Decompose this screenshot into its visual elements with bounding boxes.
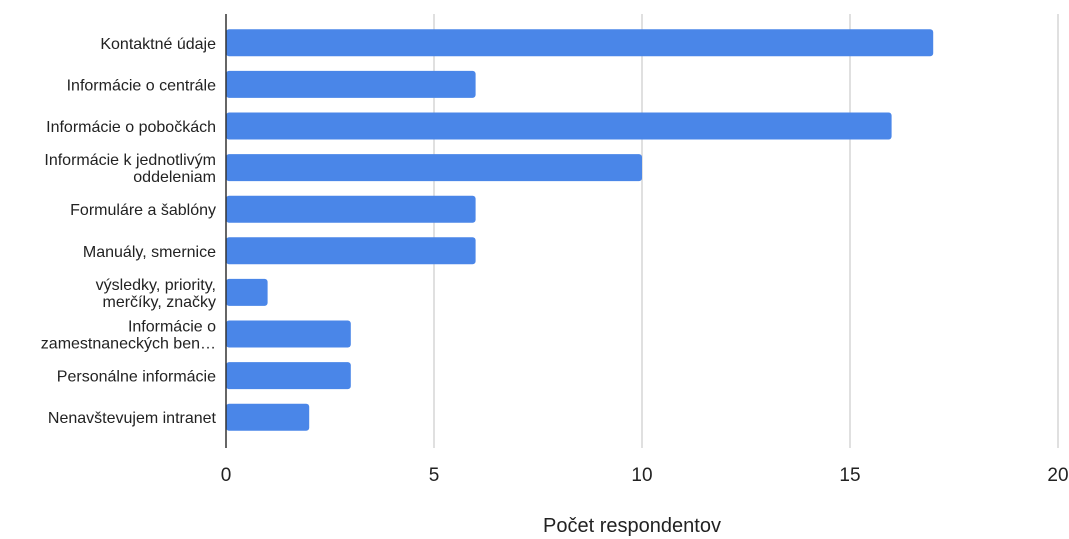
x-tick-label: 0 (221, 465, 232, 486)
category-label-line: Nenavštevujem intranet (48, 410, 217, 427)
x-tick-label: 5 (429, 465, 440, 486)
x-tick-label: 15 (839, 465, 860, 486)
category-label: Informácie o pobočkách (46, 119, 216, 136)
category-label: Informácie o centrále (67, 77, 217, 94)
gridlines (433, 14, 1059, 448)
category-label: Informácie k jednotlivým oddeleniam (44, 152, 216, 186)
bar (226, 278, 268, 306)
bar (226, 29, 934, 57)
bars (226, 29, 934, 431)
x-tick-labels: 0 5 10 15 20 (221, 465, 1069, 486)
category-label-line: Manuály, smernice (83, 244, 216, 261)
bar (226, 70, 476, 98)
category-label: Personálne informácie (57, 369, 216, 386)
category-label-line: merčíky, značky (103, 294, 217, 311)
category-labels: Kontaktné údaje Informácie o centrále Info… (41, 36, 217, 427)
category-label: Informácie o zamestnaneckých ben… (41, 319, 216, 353)
category-label-line: výsledky, priority, (96, 277, 216, 294)
bar (226, 195, 476, 223)
category-label: Nenavštevujem intranet (48, 410, 217, 427)
bar (226, 154, 642, 182)
category-label-line: Informácie o pobočkách (46, 119, 216, 136)
bar (226, 362, 351, 390)
category-label: Formuláre a šablóny (70, 202, 216, 219)
bar (226, 320, 351, 348)
category-label-line: Formuláre a šablóny (70, 202, 216, 219)
category-label-line: oddeleniam (133, 169, 216, 186)
category-label-line: zamestnaneckých ben… (41, 336, 216, 353)
category-label-line: Kontaktné údaje (100, 36, 216, 53)
category-label-line: Informácie o (128, 319, 216, 336)
x-tick-label: 10 (631, 465, 652, 486)
category-label-line: Personálne informácie (57, 369, 216, 386)
bar (226, 403, 310, 431)
bar (226, 237, 476, 265)
category-label-line: Informácie o centrále (67, 77, 217, 94)
category-label: Kontaktné údaje (100, 36, 216, 53)
category-label: výsledky, priority, merčíky, značky (96, 277, 216, 311)
x-tick-label: 20 (1047, 465, 1068, 486)
category-label-line: Informácie k jednotlivým (44, 152, 216, 169)
x-axis-title: Počet respondentov (543, 515, 721, 537)
category-label: Manuály, smernice (83, 244, 216, 261)
bar (226, 112, 892, 140)
